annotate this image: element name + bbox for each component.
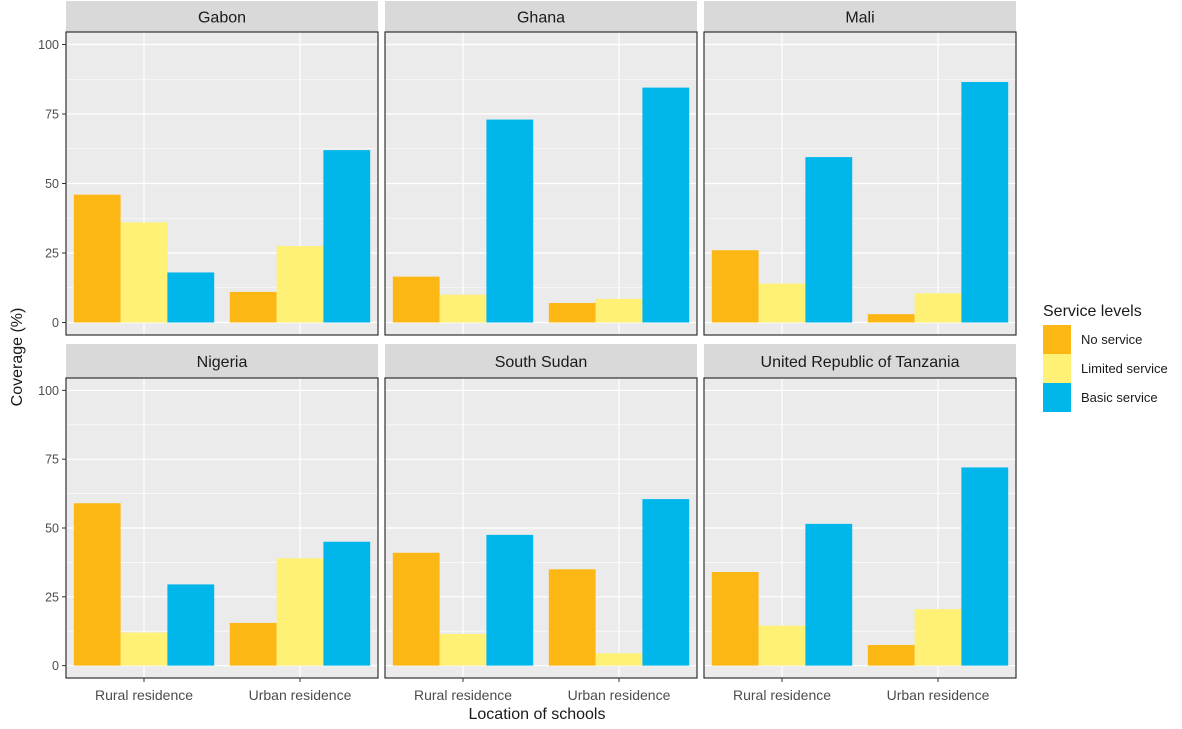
bar-mali-urban-residence-no-service	[867, 314, 915, 323]
legend-swatch-basic-service	[1043, 383, 1071, 412]
facet-title-mali: Mali	[845, 10, 874, 27]
y-axis-title: Coverage (%)	[9, 308, 26, 407]
x-axis-title: Location of schools	[469, 706, 606, 723]
panel-border	[384, 31, 698, 336]
bar-ghana-rural-residence-basic-service	[486, 119, 534, 323]
bar-gabon-urban-residence-limited-service	[276, 246, 324, 323]
y-tick-label: 75	[45, 453, 59, 467]
bar-mali-rural-residence-basic-service	[805, 157, 853, 323]
bar-mali-urban-residence-limited-service	[914, 293, 962, 323]
bar-gabon-rural-residence-no-service	[73, 194, 121, 323]
bar-nigeria-rural-residence-limited-service	[120, 632, 168, 666]
bar-ghana-urban-residence-basic-service	[642, 87, 690, 323]
panel-border	[703, 31, 1017, 336]
x-tick-label-rural-residence: Rural residence	[414, 687, 512, 703]
bar-united-republic-of-tanzania-urban-residence-basic-service	[961, 467, 1009, 666]
bar-gabon-rural-residence-limited-service	[120, 222, 168, 323]
y-tick-label: 25	[45, 246, 59, 260]
y-tick-label: 0	[52, 316, 59, 330]
panel-border	[384, 377, 698, 679]
facet-strip-ghana	[385, 1, 697, 32]
x-tick-label-rural-residence: Rural residence	[95, 687, 193, 703]
bar-south-sudan-urban-residence-basic-service	[642, 499, 690, 666]
facet-strip-united-republic-of-tanzania	[704, 344, 1016, 378]
legend-label-no-service: No service	[1081, 332, 1142, 347]
bar-ghana-urban-residence-no-service	[548, 303, 596, 323]
y-tick-label: 75	[45, 108, 59, 122]
facet-title-ghana: Ghana	[517, 10, 565, 27]
panel-border	[703, 377, 1017, 679]
bar-ghana-urban-residence-limited-service	[595, 298, 643, 323]
y-tick-label: 100	[38, 384, 59, 398]
bar-mali-rural-residence-no-service	[711, 250, 759, 323]
bar-south-sudan-urban-residence-limited-service	[595, 653, 643, 666]
bar-nigeria-rural-residence-basic-service	[167, 584, 215, 666]
bar-ghana-rural-residence-no-service	[392, 276, 440, 323]
legend-label-basic-service: Basic service	[1081, 390, 1158, 405]
y-tick-label: 100	[38, 38, 59, 52]
bar-united-republic-of-tanzania-rural-residence-limited-service	[758, 625, 806, 666]
legend-swatch-no-service	[1043, 325, 1071, 354]
bar-gabon-rural-residence-basic-service	[167, 272, 215, 323]
bar-gabon-urban-residence-basic-service	[323, 150, 371, 323]
x-tick-label-urban-residence: Urban residence	[568, 687, 671, 703]
legend-swatch-limited-service	[1043, 354, 1071, 383]
facet-title-south-sudan: South Sudan	[495, 354, 588, 371]
y-tick-label: 0	[52, 659, 59, 673]
facet-title-united-republic-of-tanzania: United Republic of Tanzania	[761, 354, 960, 371]
bar-ghana-rural-residence-limited-service	[439, 294, 487, 323]
facet-strip-south-sudan	[385, 344, 697, 378]
y-tick-label: 50	[45, 177, 59, 191]
y-tick-label: 50	[45, 522, 59, 536]
bar-nigeria-urban-residence-basic-service	[323, 541, 371, 666]
bar-south-sudan-rural-residence-basic-service	[486, 534, 534, 666]
bar-nigeria-urban-residence-limited-service	[276, 558, 324, 666]
bar-united-republic-of-tanzania-urban-residence-no-service	[867, 644, 915, 666]
facet-title-gabon: Gabon	[198, 10, 246, 27]
bar-united-republic-of-tanzania-urban-residence-limited-service	[914, 609, 962, 666]
bar-united-republic-of-tanzania-rural-residence-basic-service	[805, 523, 853, 666]
facet-strip-mali	[704, 1, 1016, 32]
bar-gabon-urban-residence-no-service	[229, 291, 277, 323]
facet-strip-nigeria	[66, 344, 378, 378]
bar-south-sudan-urban-residence-no-service	[548, 569, 596, 666]
x-tick-label-rural-residence: Rural residence	[733, 687, 831, 703]
bar-south-sudan-rural-residence-limited-service	[439, 633, 487, 666]
bar-south-sudan-rural-residence-no-service	[392, 552, 440, 666]
x-tick-label-urban-residence: Urban residence	[887, 687, 990, 703]
legend-title: Service levels	[1043, 303, 1142, 320]
bar-mali-rural-residence-limited-service	[758, 283, 806, 323]
bar-nigeria-urban-residence-no-service	[229, 622, 277, 666]
bar-nigeria-rural-residence-no-service	[73, 503, 121, 666]
y-tick-label: 25	[45, 590, 59, 604]
legend-label-limited-service: Limited service	[1081, 361, 1168, 376]
bar-united-republic-of-tanzania-rural-residence-no-service	[711, 572, 759, 666]
x-tick-label-urban-residence: Urban residence	[249, 687, 352, 703]
bar-mali-urban-residence-basic-service	[961, 82, 1009, 323]
facet-strip-gabon	[66, 1, 378, 32]
facet-title-nigeria: Nigeria	[197, 354, 248, 371]
